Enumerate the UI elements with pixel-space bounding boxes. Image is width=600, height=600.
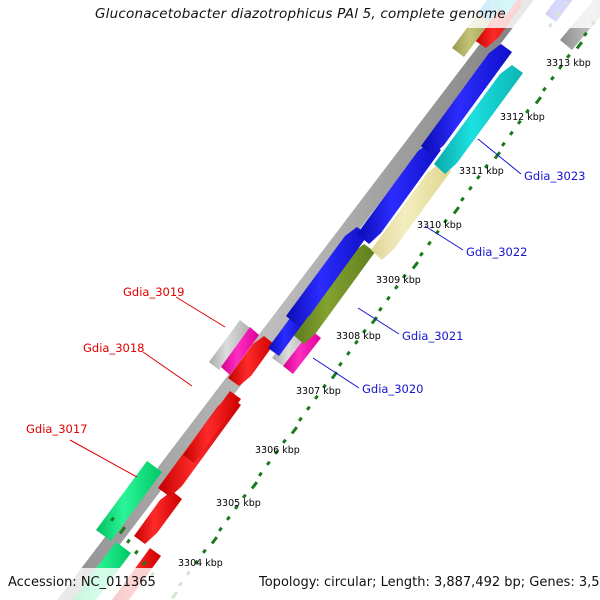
gene-arrow-blue-4[interactable]	[421, 44, 512, 156]
feature-strip-silver-magenta[interactable]	[209, 320, 259, 375]
tick-label: 3306 kbp	[255, 445, 300, 456]
gene-label-Gdia_3020[interactable]: Gdia_3020	[362, 382, 423, 396]
tick-label: 3310 kbp	[417, 220, 462, 231]
tick-label: 3304 kbp	[178, 558, 223, 569]
gene-arrow-blue-3[interactable]	[357, 142, 441, 244]
gene-label-Gdia_3021[interactable]: Gdia_3021	[402, 329, 463, 343]
gene-label-Gdia_3018[interactable]: Gdia_3018	[83, 341, 144, 355]
gene-label-Gdia_3017[interactable]: Gdia_3017	[26, 422, 87, 436]
gene-arrow-blue-2[interactable]	[286, 227, 368, 326]
tick-label: 3312 kbp	[500, 112, 545, 123]
tick-label: 3311 kbp	[459, 166, 504, 177]
leader-line-Gdia_3017	[69, 439, 138, 478]
tick-label-group: 3304 kbp 3305 kbp 3306 kbp 3307 kbp 3308…	[178, 58, 591, 569]
gene-arrow-Gdia_3021[interactable]	[292, 244, 375, 344]
gene-arrow-Gdia_3023[interactable]	[434, 65, 523, 174]
leader-line-Gdia_3018	[142, 351, 193, 387]
tick-label: 3308 kbp	[336, 331, 381, 342]
leader-line-Gdia_3020	[312, 357, 360, 389]
leader-line-Gdia_3022	[424, 225, 464, 251]
gene-label-Gdia_3022[interactable]: Gdia_3022	[466, 245, 527, 259]
gene-arrow-Gdia_3018b[interactable]	[183, 391, 241, 463]
tick-label: 3305 kbp	[216, 498, 261, 509]
leader-line-group	[69, 138, 522, 478]
tick-label: 3313 kbp	[546, 58, 591, 69]
gene-label-Gdia_3019[interactable]: Gdia_3019	[123, 285, 184, 299]
gene-arrow-Gdia_3022[interactable]	[371, 163, 451, 260]
forward-strand-gene-track[interactable]	[268, 0, 577, 374]
gene-arrow-blue-top-right[interactable]	[545, 0, 577, 22]
gene-label-Gdia_3023[interactable]: Gdia_3023	[524, 169, 585, 183]
tick-label: 3307 kbp	[296, 386, 341, 397]
leader-line-Gdia_3019	[175, 296, 226, 328]
leader-line-Gdia_3023	[477, 138, 522, 175]
gene-arrow-Gdia_3019[interactable]	[228, 336, 274, 386]
tick-dot-arc	[109, 0, 596, 600]
tick-label: 3309 kbp	[376, 275, 421, 286]
leader-line-Gdia_3021	[357, 307, 400, 335]
gene-label-group[interactable]: Gdia_3017 Gdia_3018 Gdia_3019 Gdia_3020 …	[26, 169, 585, 436]
